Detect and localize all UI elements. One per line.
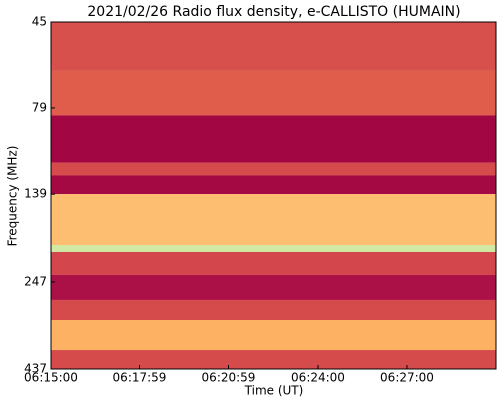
spectrum-band	[51, 299, 496, 320]
spectrum-band	[51, 70, 496, 116]
x-tick-label: 06:24:00	[291, 371, 345, 385]
spectrum-band	[51, 194, 496, 246]
spectrum-band	[51, 319, 496, 351]
spectrum-band	[51, 175, 496, 195]
spectrum-band	[51, 245, 496, 252]
y-tick-label: 79	[32, 100, 47, 114]
chart-title: 2021/02/26 Radio flux density, e-CALLIST…	[87, 4, 460, 20]
spectrum-band	[51, 162, 496, 176]
spectrum-band	[51, 251, 496, 275]
x-tick-label: 06:27:00	[380, 371, 434, 385]
y-axis-label: Frequency (MHz)	[6, 146, 20, 247]
y-tick-label: 45	[32, 15, 47, 29]
x-tick-label: 06:17:59	[113, 371, 167, 385]
x-tick-label: 06:20:59	[202, 371, 256, 385]
x-axis-label: Time (UT)	[244, 384, 304, 398]
y-tick-label: 139	[24, 187, 47, 201]
x-tick-label: 06:15:00	[24, 371, 78, 385]
spectrum-band	[51, 350, 496, 369]
y-tick-label: 437	[24, 362, 47, 376]
y-tick-label: 247	[24, 274, 47, 288]
spectrum-band	[51, 274, 496, 300]
plot-frame	[50, 21, 497, 370]
spectrum-band	[51, 22, 496, 71]
spectrum-band	[51, 115, 496, 163]
